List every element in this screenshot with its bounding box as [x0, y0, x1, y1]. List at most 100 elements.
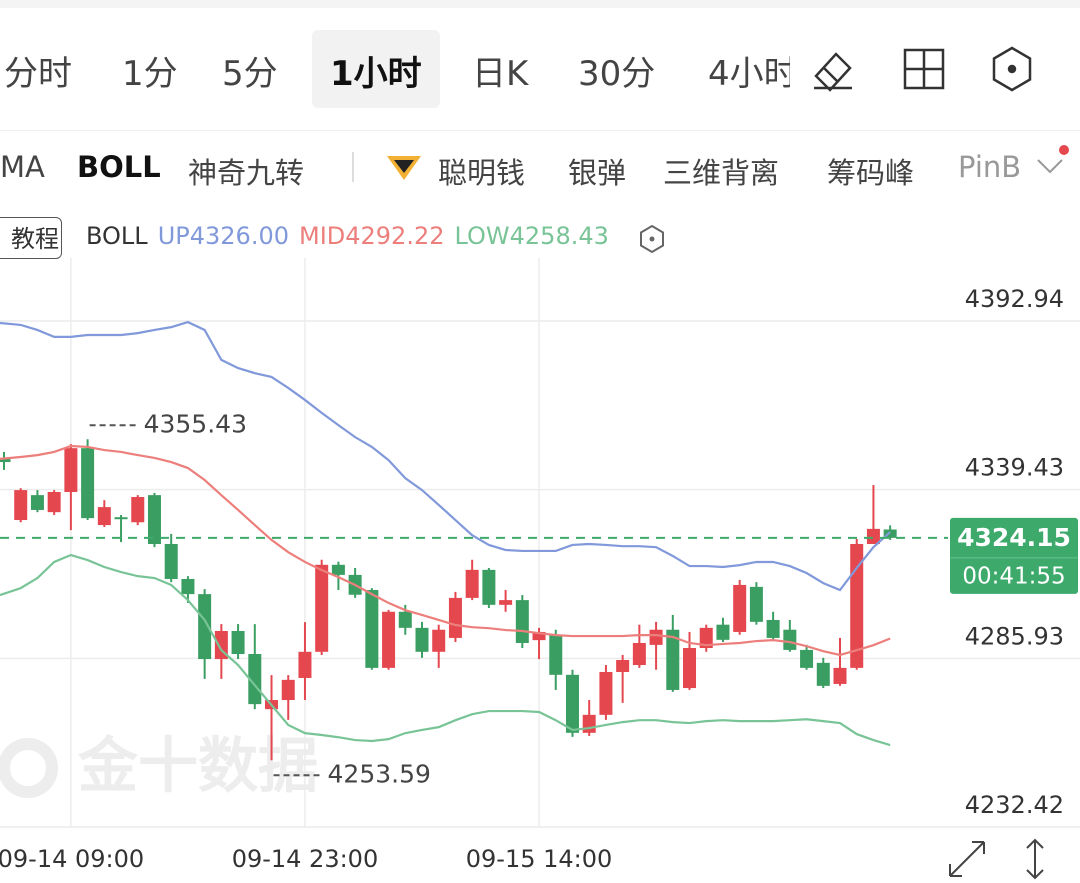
candle-body	[398, 611, 412, 628]
candle-body	[465, 569, 479, 598]
candle-body	[800, 649, 814, 668]
candle-body	[382, 611, 396, 668]
selected-tab-bg	[312, 30, 440, 108]
legend-entry: MID4292.22	[299, 222, 445, 250]
candle-body	[415, 627, 429, 652]
candle-body	[432, 629, 446, 652]
tab[interactable]: 4小时	[708, 54, 790, 94]
tutorial-button[interactable]: 教程	[0, 217, 62, 259]
candle-body	[181, 578, 195, 595]
candle-body	[666, 629, 680, 690]
legend-value: 4292.22	[345, 222, 445, 250]
more-chevron[interactable]	[1030, 140, 1080, 190]
price-value: 4324.15	[957, 523, 1071, 552]
legend-name: UP	[157, 222, 190, 250]
indicator-tab[interactable]: 筹码峰	[827, 156, 915, 190]
legend-value: 4258.43	[509, 222, 609, 250]
candle-body	[64, 448, 78, 492]
candle-body	[515, 600, 529, 643]
candle-body	[0, 457, 11, 463]
candle-body	[482, 569, 496, 605]
candle-body	[47, 491, 61, 513]
price-tag	[950, 517, 1078, 594]
tab[interactable]: 1小时	[330, 54, 422, 94]
boll-line	[0, 444, 891, 657]
candle-body	[582, 714, 596, 733]
candle-body	[131, 497, 145, 523]
candle-body	[833, 667, 847, 684]
tab[interactable]: 5分	[222, 54, 278, 94]
candle-body	[448, 597, 462, 638]
legend-name: MID	[298, 222, 346, 250]
indicator-tab[interactable]: BOLL	[77, 150, 161, 184]
fullscreen-icon[interactable]	[949, 841, 985, 877]
countdown: 00:41:55	[962, 563, 1065, 589]
indicator-tab[interactable]: 三维背离	[663, 156, 780, 190]
candle-body	[14, 490, 28, 521]
candle-body	[30, 495, 44, 510]
tab[interactable]: 30分	[578, 54, 656, 94]
candle-body	[549, 634, 563, 675]
legend-entry: UP4326.00	[158, 222, 289, 250]
draw-tool-icon[interactable]	[814, 52, 852, 92]
candle-body	[783, 629, 797, 650]
candle-body	[599, 671, 613, 715]
candle-body	[97, 507, 111, 526]
candle-body	[164, 543, 178, 579]
tab[interactable]: 分时	[4, 54, 72, 94]
candle-body	[248, 654, 262, 705]
candle-body	[81, 448, 95, 519]
candle-body	[198, 594, 212, 660]
x-tick-label: 09-15 14:00	[466, 845, 613, 873]
scale-icon[interactable]	[1026, 838, 1044, 880]
indicator-tab[interactable]: MA	[0, 150, 45, 184]
tab[interactable]: 日K	[472, 54, 529, 94]
candle-body	[298, 651, 312, 678]
indicator-tab[interactable]: 神奇九转	[188, 156, 305, 190]
watermark-logo	[0, 738, 58, 798]
layout-icon[interactable]	[903, 48, 945, 90]
candle-body	[231, 630, 245, 655]
candle-body	[716, 624, 730, 640]
candle-body	[699, 627, 713, 649]
candle-body	[850, 543, 864, 668]
candle-body	[565, 674, 579, 733]
candle-body	[365, 590, 379, 668]
candle-body	[147, 495, 161, 544]
settings-icon[interactable]	[992, 46, 1032, 92]
legend-settings-dot	[649, 236, 655, 242]
divider	[0, 130, 1080, 131]
top-strip	[0, 0, 1080, 8]
candle-body	[632, 642, 646, 666]
indicator-tab[interactable]: 银弹	[568, 156, 627, 190]
candle-body	[315, 564, 329, 652]
boll-legend: BOLL UP4326.00 MID4292.22 LOW4258.43	[86, 222, 609, 250]
candle-body	[499, 600, 513, 605]
separator	[352, 152, 354, 182]
candle-body	[866, 528, 880, 544]
candle-body	[883, 529, 897, 538]
candle-body	[816, 662, 830, 686]
vip-icon	[387, 156, 421, 180]
candle-body	[683, 648, 697, 689]
boll-line	[0, 553, 891, 747]
indicator-tab[interactable]: 聪明钱	[438, 156, 526, 190]
toolbar-icons	[814, 46, 1032, 92]
candle-body	[114, 517, 128, 520]
y-tick-label: 4392.94	[965, 285, 1064, 313]
candle-body	[733, 584, 747, 632]
candle-body	[749, 586, 763, 622]
candle-body	[766, 619, 780, 638]
y-tick-label: 4285.93	[965, 622, 1064, 650]
x-tick-label: 09-14 23:00	[232, 845, 379, 873]
legend-settings-icon[interactable]	[640, 224, 664, 254]
tab[interactable]: 1分	[122, 54, 178, 94]
y-tick-label: 4232.42	[965, 791, 1064, 819]
candle-body	[331, 564, 345, 575]
min-label: 4253.59	[328, 759, 431, 788]
watermark: 金十数据	[78, 732, 318, 802]
indicator-tab[interactable]: PinB	[958, 150, 1022, 184]
boll-line	[0, 320, 891, 592]
max-label: 4355.43	[144, 409, 247, 438]
indicator-name: BOLL	[86, 222, 148, 250]
